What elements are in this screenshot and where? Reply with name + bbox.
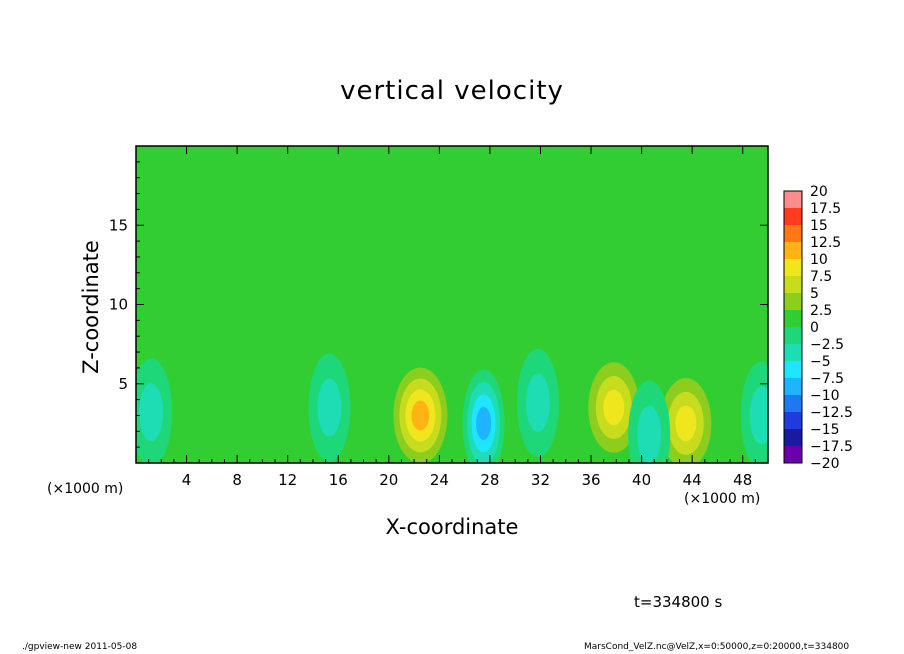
colorbar-band [784,208,802,226]
colorbar-band [784,276,802,294]
chart-title: vertical velocity [340,76,564,106]
colorbar-band [784,225,802,243]
colorbar-label: 15 [810,218,828,234]
x-unit-right: (×1000 m) [684,491,761,507]
colorbar-label: 7.5 [810,269,832,285]
y-tick-label: 10 [109,296,128,314]
colorbar-band [784,446,802,464]
downdraft-contour [139,383,164,442]
colorbar-label: −20 [810,456,840,472]
x-tick-label: 36 [581,471,600,489]
colorbar-band [784,242,802,260]
colorbar-label: −15 [810,422,840,438]
x-tick-label: 32 [531,471,550,489]
colorbar-label: −12.5 [810,405,853,421]
colorbar-label: 10 [810,252,828,268]
x-tick-label: 8 [232,471,242,489]
colorbar-label: 2.5 [810,303,832,319]
downdraft-contour [637,405,662,463]
x-tick-label: 16 [329,471,348,489]
updraft-contour [603,389,625,426]
colorbar-label: 20 [810,184,828,200]
colorbar-label: 0 [810,320,819,336]
colorbar-band [784,429,802,447]
colorbar-band [784,361,802,379]
colorbar-band [784,191,802,209]
x-tick-label: 28 [480,471,499,489]
x-tick-label: 44 [683,471,702,489]
footer-left: ./gpview-new 2011-05-08 [22,642,138,652]
downdraft-contour [476,406,492,440]
colorbar-band [784,259,802,277]
colorbar-label: −17.5 [810,439,853,455]
x-tick-label: 48 [733,471,752,489]
colorbar-band [784,293,802,311]
downdraft-contour [749,386,768,445]
colorbar-label: −7.5 [810,371,844,387]
colorbar-band [784,327,802,345]
downdraft-contour [317,378,342,437]
updraft-contour [675,405,697,442]
y-tick-label: 5 [118,375,128,393]
colorbar-label: −10 [810,388,840,404]
colorbar-band [784,412,802,430]
x-tick-label: 40 [632,471,651,489]
time-label: t=334800 s [634,593,723,611]
x-axis-label: X-coordinate [385,515,519,539]
colorbar-label: −2.5 [810,337,844,353]
downdraft-contour [525,373,550,432]
x-tick-label: 24 [430,471,449,489]
y-tick-label: 15 [109,216,128,234]
colorbar-band [784,395,802,413]
colorbar-label: 12.5 [810,235,841,251]
updraft-contour [411,400,430,431]
colorbar-band [784,344,802,362]
colorbar-frame [783,190,803,464]
footer-right: MarsCond_VelZ.nc@VelZ,x=0:50000,z=0:2000… [584,642,850,652]
colorbar-band [784,378,802,396]
x-tick-label: 20 [379,471,398,489]
colorbar-label: −5 [810,354,831,370]
colorbar-band [784,310,802,328]
y-axis-label: Z-coordinate [79,240,103,374]
x-unit-left: (×1000 m) [47,481,124,497]
colorbar-label: 17.5 [810,201,841,217]
x-tick-label: 12 [278,471,297,489]
colorbar-label: 5 [810,286,819,302]
x-tick-label: 4 [182,471,192,489]
